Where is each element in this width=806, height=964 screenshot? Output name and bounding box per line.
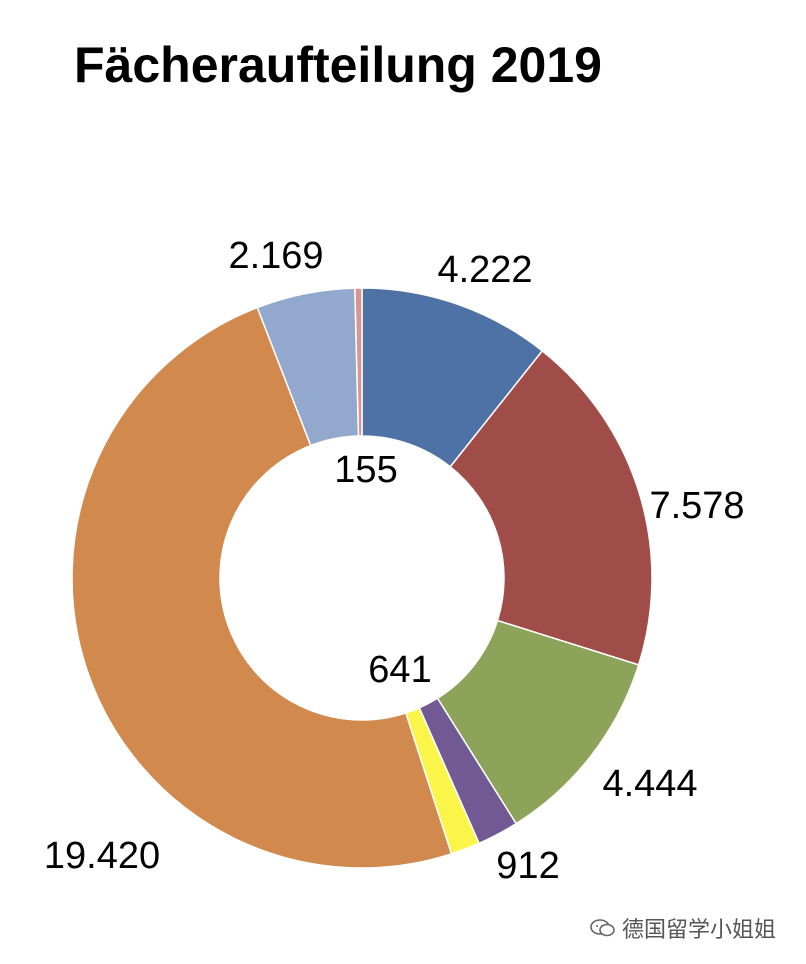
donut-slice bbox=[71, 306, 453, 869]
data-label: 2.169 bbox=[228, 235, 323, 277]
data-labels: 4.222 7.578 4.444 912 641 19.420 2.169 155 bbox=[44, 235, 745, 887]
data-label: 4.444 bbox=[602, 763, 697, 805]
chart-title: Fächeraufteilung 2019 bbox=[74, 37, 602, 93]
donut-slices bbox=[71, 287, 653, 869]
wechat-icon bbox=[590, 919, 615, 937]
data-label: 19.420 bbox=[44, 835, 160, 877]
data-label: 912 bbox=[496, 845, 559, 887]
donut-slice bbox=[354, 287, 363, 437]
data-label: 155 bbox=[334, 449, 397, 491]
watermark-text: 德国留学小姐姐 bbox=[621, 917, 776, 942]
data-label: 4.222 bbox=[437, 249, 532, 291]
watermark: 德国留学小姐姐 bbox=[590, 912, 776, 944]
donut-slice bbox=[449, 349, 653, 666]
data-label: 7.578 bbox=[649, 485, 744, 527]
data-label: 641 bbox=[368, 649, 431, 691]
